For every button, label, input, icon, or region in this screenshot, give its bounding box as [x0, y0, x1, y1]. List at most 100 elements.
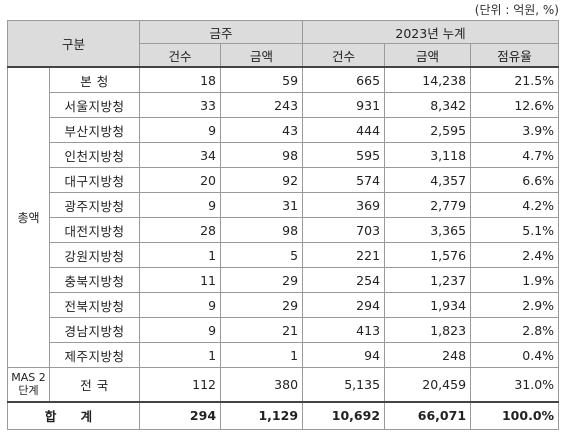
share: 1.9%	[470, 267, 560, 293]
week-amount: 98	[220, 142, 304, 168]
week-amount: 31	[220, 192, 304, 218]
week-count: 1	[139, 242, 222, 268]
row-name: 광주지방청	[48, 192, 141, 218]
week-amount: 92	[220, 167, 304, 193]
table-row: 총액 본 청 18 5 9 665 14,238 21.5%	[7, 66, 560, 368]
week-count: 34	[139, 142, 222, 168]
share: 2.8%	[470, 317, 560, 343]
table-row: 전북지방청 9 29 294 1,934 2.9%	[8, 292, 560, 318]
share: 6.6%	[470, 167, 560, 193]
cum-count: 703	[302, 217, 386, 243]
cum-count: 595	[302, 142, 386, 168]
cum-amount: 8,342	[384, 92, 472, 118]
cum-amount: 2,595	[384, 117, 472, 143]
table-row-total: 합 계 294 1,129 10,692 66,071 100.0%	[6, 400, 560, 430]
row-name: 강원지방청	[48, 242, 141, 268]
header-share: 점유율	[470, 43, 560, 68]
share: 2.4%	[470, 242, 560, 268]
table-row: 서울지방청 33 243 931 8,342 12.6%	[8, 92, 560, 118]
header-cumulative: 2023년 누계	[302, 20, 560, 44]
week-count: 294	[139, 400, 222, 430]
table-row: 제주지방청 1 1 94 248 0.4%	[8, 342, 560, 368]
cum-amount: 3,365	[384, 217, 472, 243]
cum-count: 10,692	[302, 400, 386, 430]
cum-amount: 66,071	[384, 400, 472, 430]
cum-count: 254	[302, 267, 386, 293]
header-cum-count: 건수	[302, 43, 386, 68]
cum-amount: 1,237	[384, 267, 472, 293]
cum-amount: 20,459	[384, 367, 472, 402]
share: 12.6%	[470, 92, 560, 118]
cum-count: 665	[302, 66, 386, 93]
share: 5.1%	[470, 217, 560, 243]
week-amount: 21	[220, 317, 304, 343]
week-count: 11	[139, 267, 222, 293]
table-row: 대구지방청 20 92 574 4,357 6.6%	[8, 167, 560, 193]
cum-amount: 1,823	[384, 317, 472, 343]
row-name: 서울지방청	[48, 92, 141, 118]
week-amount: 380	[220, 367, 304, 402]
row-name: 전 국	[48, 367, 141, 402]
table-row: 인천지방청 34 98 595 3,118 4.7%	[8, 142, 560, 168]
cum-count: 574	[302, 167, 386, 193]
week-amount: 1	[220, 342, 304, 368]
cum-count: 94	[302, 342, 386, 368]
share: 21.5%	[470, 66, 560, 93]
row-name: 경남지방청	[48, 317, 141, 343]
cum-count: 931	[302, 92, 386, 118]
week-count: 33	[139, 92, 222, 118]
total-label: 합 계	[6, 400, 141, 430]
week-count: 9	[139, 317, 222, 343]
header-week-amount: 금액	[220, 43, 304, 68]
cum-count: 5,135	[302, 367, 386, 402]
row-name: 본 청	[48, 66, 141, 93]
mas-label: MAS 2단계	[7, 367, 50, 402]
cum-count: 444	[302, 117, 386, 143]
cum-count: 369	[302, 192, 386, 218]
contract-summary-table: 구분 금주 2023년 누계 건수 금액 건수 금액 점유율 총액 본 청 18…	[6, 20, 560, 430]
cum-amount: 1,576	[384, 242, 472, 268]
week-count: 20	[139, 167, 222, 193]
share: 0.4%	[470, 342, 560, 368]
row-name: 충북지방청	[48, 267, 141, 293]
week-count: 9	[139, 117, 222, 143]
header-cum-amount: 금액	[384, 43, 472, 68]
table-row: 충북지방청 11 29 254 1,237 1.9%	[8, 267, 560, 293]
share: 31.0%	[470, 367, 560, 402]
cum-amount: 1,934	[384, 292, 472, 318]
row-name: 대구지방청	[48, 167, 141, 193]
header-category: 구분	[6, 20, 141, 68]
cum-amount: 4,357	[384, 167, 472, 193]
week-amount: 29	[220, 292, 304, 318]
share: 2.9%	[470, 292, 560, 318]
week-amount: 98	[220, 217, 304, 243]
week-amount: 43	[220, 117, 304, 143]
week-count: 18	[139, 66, 222, 93]
share: 4.2%	[470, 192, 560, 218]
row-name: 부산지방청	[48, 117, 141, 143]
week-amount: 29	[220, 267, 304, 293]
share: 100.0%	[470, 400, 560, 430]
row-name: 전북지방청	[48, 292, 141, 318]
row-name: 대전지방청	[48, 217, 141, 243]
row-name: 인천지방청	[48, 142, 141, 168]
row-name: 제주지방청	[48, 342, 141, 368]
table-row: 경남지방청 9 21 413 1,823 2.8%	[8, 317, 560, 343]
week-count: 9	[139, 292, 222, 318]
cum-amount: 248	[384, 342, 472, 368]
week-amount: 1,129	[220, 400, 304, 430]
group-label-total: 총액	[7, 66, 50, 368]
header-geumju: 금주	[139, 20, 304, 44]
week-amount: 243	[220, 92, 304, 118]
cum-amount: 14,238	[384, 66, 472, 93]
week-count: 1	[139, 342, 222, 368]
table-row: 대전지방청 28 98 703 3,365 5.1%	[8, 217, 560, 243]
cum-count: 294	[302, 292, 386, 318]
table-row: 강원지방청 1 5 221 1,576 2.4%	[8, 242, 560, 268]
week-amount: 5	[220, 242, 304, 268]
cum-amount: 3,118	[384, 142, 472, 168]
table-row-mas: MAS 2단계 전 국 112 380 5,135 20,459 31.0%	[7, 367, 560, 402]
cum-amount: 2,779	[384, 192, 472, 218]
week-count: 9	[139, 192, 222, 218]
header-week-count: 건수	[139, 43, 222, 68]
